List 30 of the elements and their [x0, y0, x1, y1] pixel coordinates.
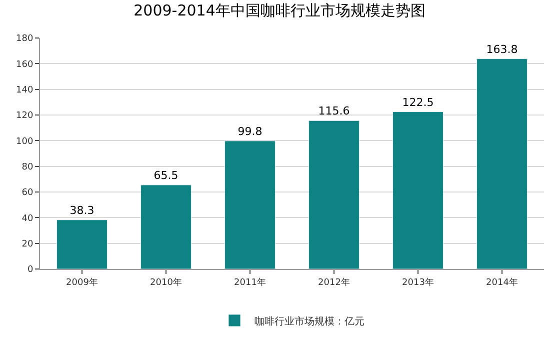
y-tick-label: 60: [22, 188, 34, 198]
y-tick-label: 120: [16, 111, 34, 122]
data-label: 38.3: [70, 204, 94, 217]
data-label: 163.8: [486, 42, 518, 56]
bar: [476, 58, 528, 269]
y-tick-label: 100: [16, 136, 34, 147]
bar: [140, 184, 192, 269]
chart-title: 2009-2014年中国咖啡行业市场规模走势图: [134, 2, 426, 20]
bar: [56, 220, 108, 269]
bar: [308, 120, 360, 269]
y-tick-label: 160: [16, 60, 34, 70]
y-tick-label: 140: [16, 85, 34, 96]
x-tick-label: 2013年: [402, 276, 434, 288]
y-tick-label: 80: [22, 162, 34, 172]
legend-label: 咖啡行业市场规模：亿元: [254, 315, 364, 328]
y-tick-label: 0: [27, 265, 34, 276]
bar: [392, 112, 444, 269]
y-tick-label: 180: [16, 34, 34, 44]
x-tick-label: 2014年: [486, 276, 518, 288]
data-label: 65.5: [154, 168, 178, 182]
data-label: 122.5: [402, 96, 434, 109]
x-tick-label: 2009年: [66, 276, 98, 288]
x-tick-label: 2011年: [234, 276, 266, 288]
data-label: 99.8: [238, 124, 262, 138]
x-tick-label: 2012年: [318, 276, 350, 288]
bar: [224, 140, 276, 269]
x-tick-label: 2010年: [150, 276, 182, 288]
y-tick-label: 40: [22, 214, 34, 224]
data-label: 115.6: [318, 104, 350, 118]
y-tick-label: 20: [22, 239, 34, 250]
